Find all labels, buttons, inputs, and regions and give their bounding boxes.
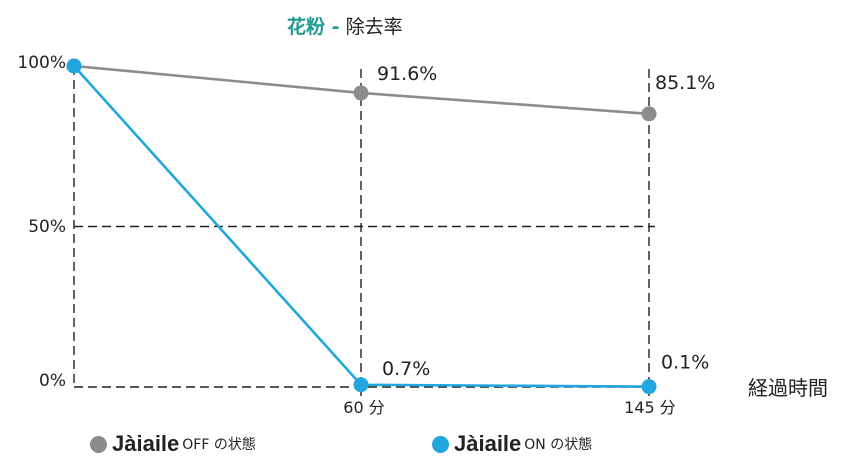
legend-brand-on: Jàiaile <box>454 431 522 456</box>
x-tick-label-60: 60 分 <box>343 398 384 417</box>
legend-item-on: Jàiaile ON の状態 <box>432 431 593 456</box>
y-tick-label-50: 50% <box>28 217 66 237</box>
legend-state-off: OFF の状態 <box>182 437 256 453</box>
data-label-on-145: 0.1% <box>661 352 709 374</box>
data-point-off-145 <box>641 106 657 122</box>
x-tick-label-145: 145 分 <box>624 398 676 417</box>
legend-item-off: Jàiaile OFF の状態 <box>90 431 256 456</box>
data-point-off-60 <box>353 85 369 101</box>
data-point-on-145 <box>641 379 657 395</box>
x-axis-unit-label: 経過時間 <box>748 376 828 400</box>
y-tick-label-0: 0% <box>39 371 66 391</box>
data-label-off-145: 85.1% <box>655 72 715 94</box>
chart-title-subject: 花粉 - <box>287 16 340 38</box>
legend-state-on: ON の状態 <box>524 437 593 453</box>
data-label-on-60: 0.7% <box>382 358 430 380</box>
data-point-on-0 <box>66 58 82 74</box>
legend-marker-on <box>432 435 449 453</box>
legend-marker-off <box>90 435 107 453</box>
chart-title: 花粉 - 除去率 <box>287 12 403 39</box>
data-label-off-60: 91.6% <box>377 63 437 85</box>
chart-title-metric: 除去率 <box>345 16 403 38</box>
legend-brand-off: Jàiaile <box>112 431 180 456</box>
data-point-on-60 <box>353 377 369 393</box>
y-tick-label-100: 100% <box>17 53 66 73</box>
